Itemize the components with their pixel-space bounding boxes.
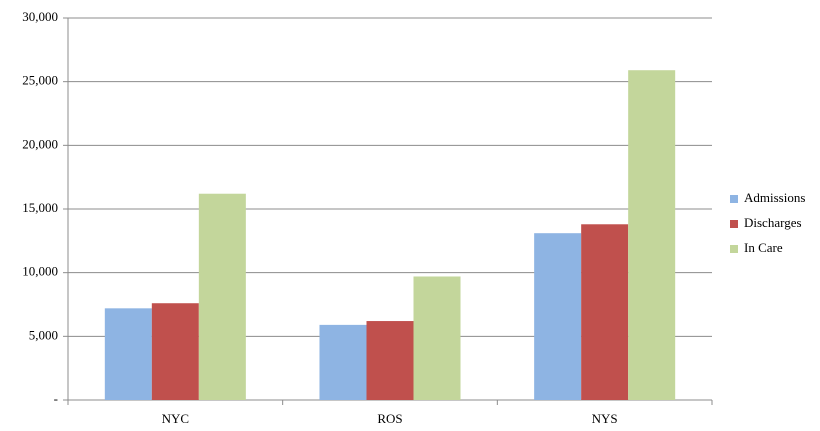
x-tick-label: ROS [377, 411, 402, 426]
bar [104, 308, 152, 400]
y-tick-label: 10,000 [22, 264, 58, 279]
y-tick-label: 25,000 [22, 73, 58, 88]
bar [151, 303, 199, 400]
y-tick-label: 15,000 [22, 200, 58, 215]
y-tick-label: 20,000 [22, 136, 58, 151]
bar [198, 193, 246, 400]
bar [366, 321, 414, 400]
legend-swatch [730, 220, 738, 228]
x-tick-label: NYS [592, 411, 618, 426]
y-tick-label: 5,000 [29, 327, 58, 342]
y-tick-label: 30,000 [22, 9, 58, 24]
legend-swatch [730, 245, 738, 253]
legend-swatch [730, 195, 738, 203]
legend-label: Admissions [744, 190, 805, 205]
legend-label: In Care [744, 240, 783, 255]
bar [628, 70, 676, 400]
bar [319, 324, 367, 400]
bar [413, 276, 461, 400]
bar [534, 233, 582, 400]
bar [581, 224, 629, 400]
x-tick-label: NYC [162, 411, 189, 426]
legend-label: Discharges [744, 215, 802, 230]
y-tick-label: - [54, 391, 58, 406]
